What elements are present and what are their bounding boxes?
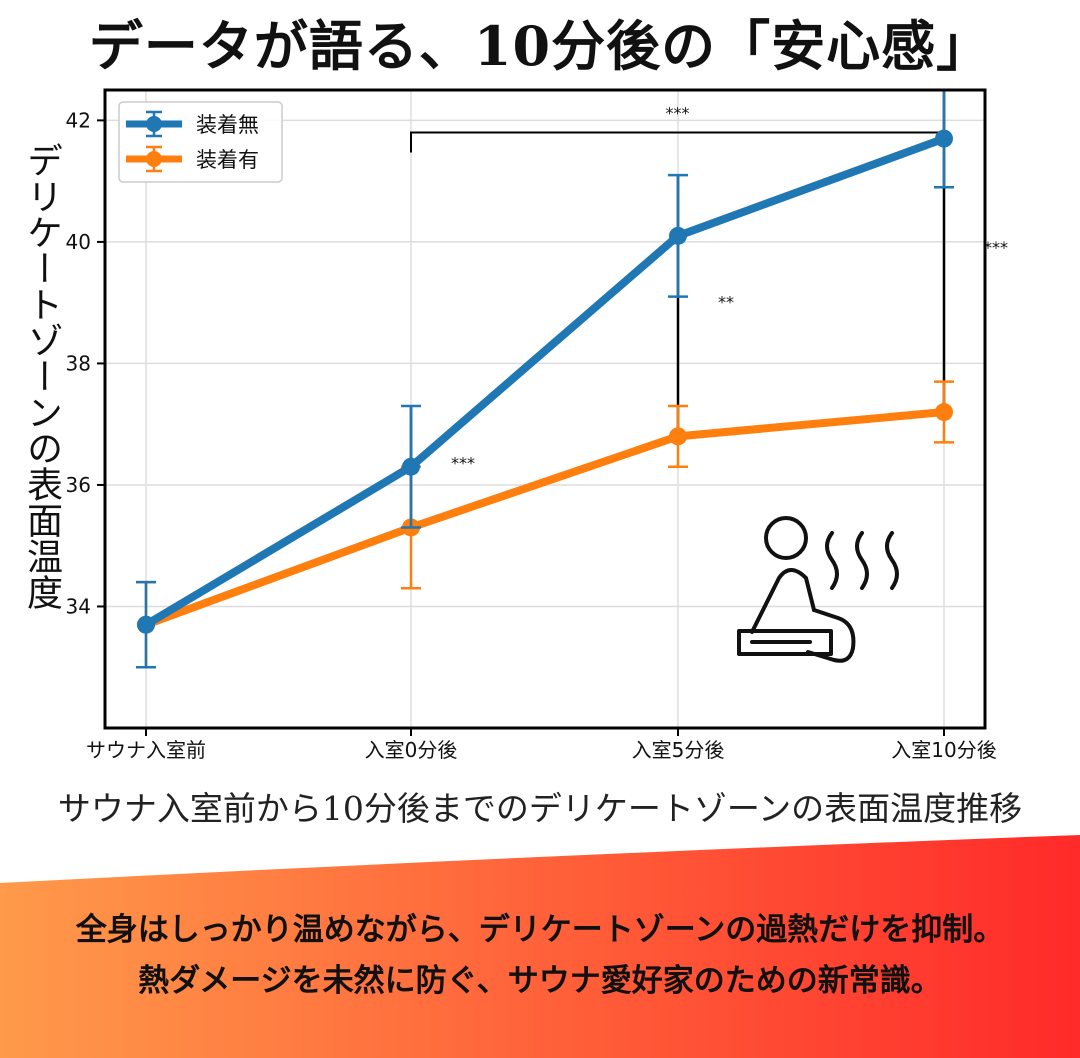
data-point bbox=[935, 403, 953, 422]
series-orange bbox=[136, 380, 954, 669]
chart-caption: サウナ入室前から10分後までのデリケートゾーンの表面温度推移 bbox=[57, 789, 1023, 828]
y-tick-label: 36 bbox=[66, 473, 91, 497]
legend-marker-orange bbox=[126, 145, 182, 173]
significance-annotations: *********** bbox=[409, 90, 1008, 528]
plot-frame bbox=[103, 88, 987, 730]
x-tick-label: 入室10分後 bbox=[891, 738, 996, 762]
data-series bbox=[136, 88, 954, 669]
data-point bbox=[137, 615, 155, 634]
series-line bbox=[144, 408, 945, 629]
y-tick-label: 40 bbox=[66, 230, 91, 254]
y-tick-label: 38 bbox=[66, 351, 91, 375]
significance-label: *** bbox=[451, 454, 475, 473]
significance-label: ** bbox=[718, 293, 734, 312]
series-blue bbox=[136, 88, 954, 669]
footer-line-2: 熱ダメージを未然に防ぐ、サウナ愛好家のための新常識。 bbox=[138, 963, 942, 999]
x-tick-label: サウナ入室前 bbox=[86, 738, 206, 762]
data-point bbox=[935, 129, 953, 148]
significance-label: *** bbox=[666, 104, 690, 123]
series-line bbox=[143, 134, 946, 629]
legend-marker-blue bbox=[126, 110, 182, 138]
axis-ticks: 34 36 38 40 42 サウナ入室前 入室0分後 入室5分後 入室10分後 bbox=[66, 108, 997, 762]
footer-message: 全身はしっかり温めながら、デリケートゾーンの過熱だけを抑制。 熱ダメージを未然に… bbox=[0, 905, 1080, 1007]
significance-label: *** bbox=[984, 238, 1008, 257]
data-point bbox=[669, 427, 687, 446]
x-tick-label: 入室5分後 bbox=[632, 738, 725, 762]
y-tick-label: 42 bbox=[66, 108, 91, 132]
legend-label-series-2: 装着有 bbox=[196, 148, 259, 172]
legend: 装着無 装着有 bbox=[118, 101, 283, 183]
footer-banner bbox=[0, 835, 1080, 1058]
data-point bbox=[669, 226, 687, 245]
sauna-person-icon bbox=[737, 516, 899, 663]
page-headline: データが語る、10分後の「安心感」 bbox=[88, 14, 992, 78]
y-tick-label: 34 bbox=[66, 594, 91, 618]
y-axis-label: デリケートゾーンの表面温度 bbox=[21, 142, 62, 610]
footer-line-1: 全身はしっかり温めながら、デリケートゾーンの過熱だけを抑制。 bbox=[75, 912, 1005, 948]
data-point bbox=[402, 457, 420, 476]
x-tick-label: 入室0分後 bbox=[365, 738, 458, 762]
legend-label-series-1: 装着無 bbox=[196, 113, 259, 137]
